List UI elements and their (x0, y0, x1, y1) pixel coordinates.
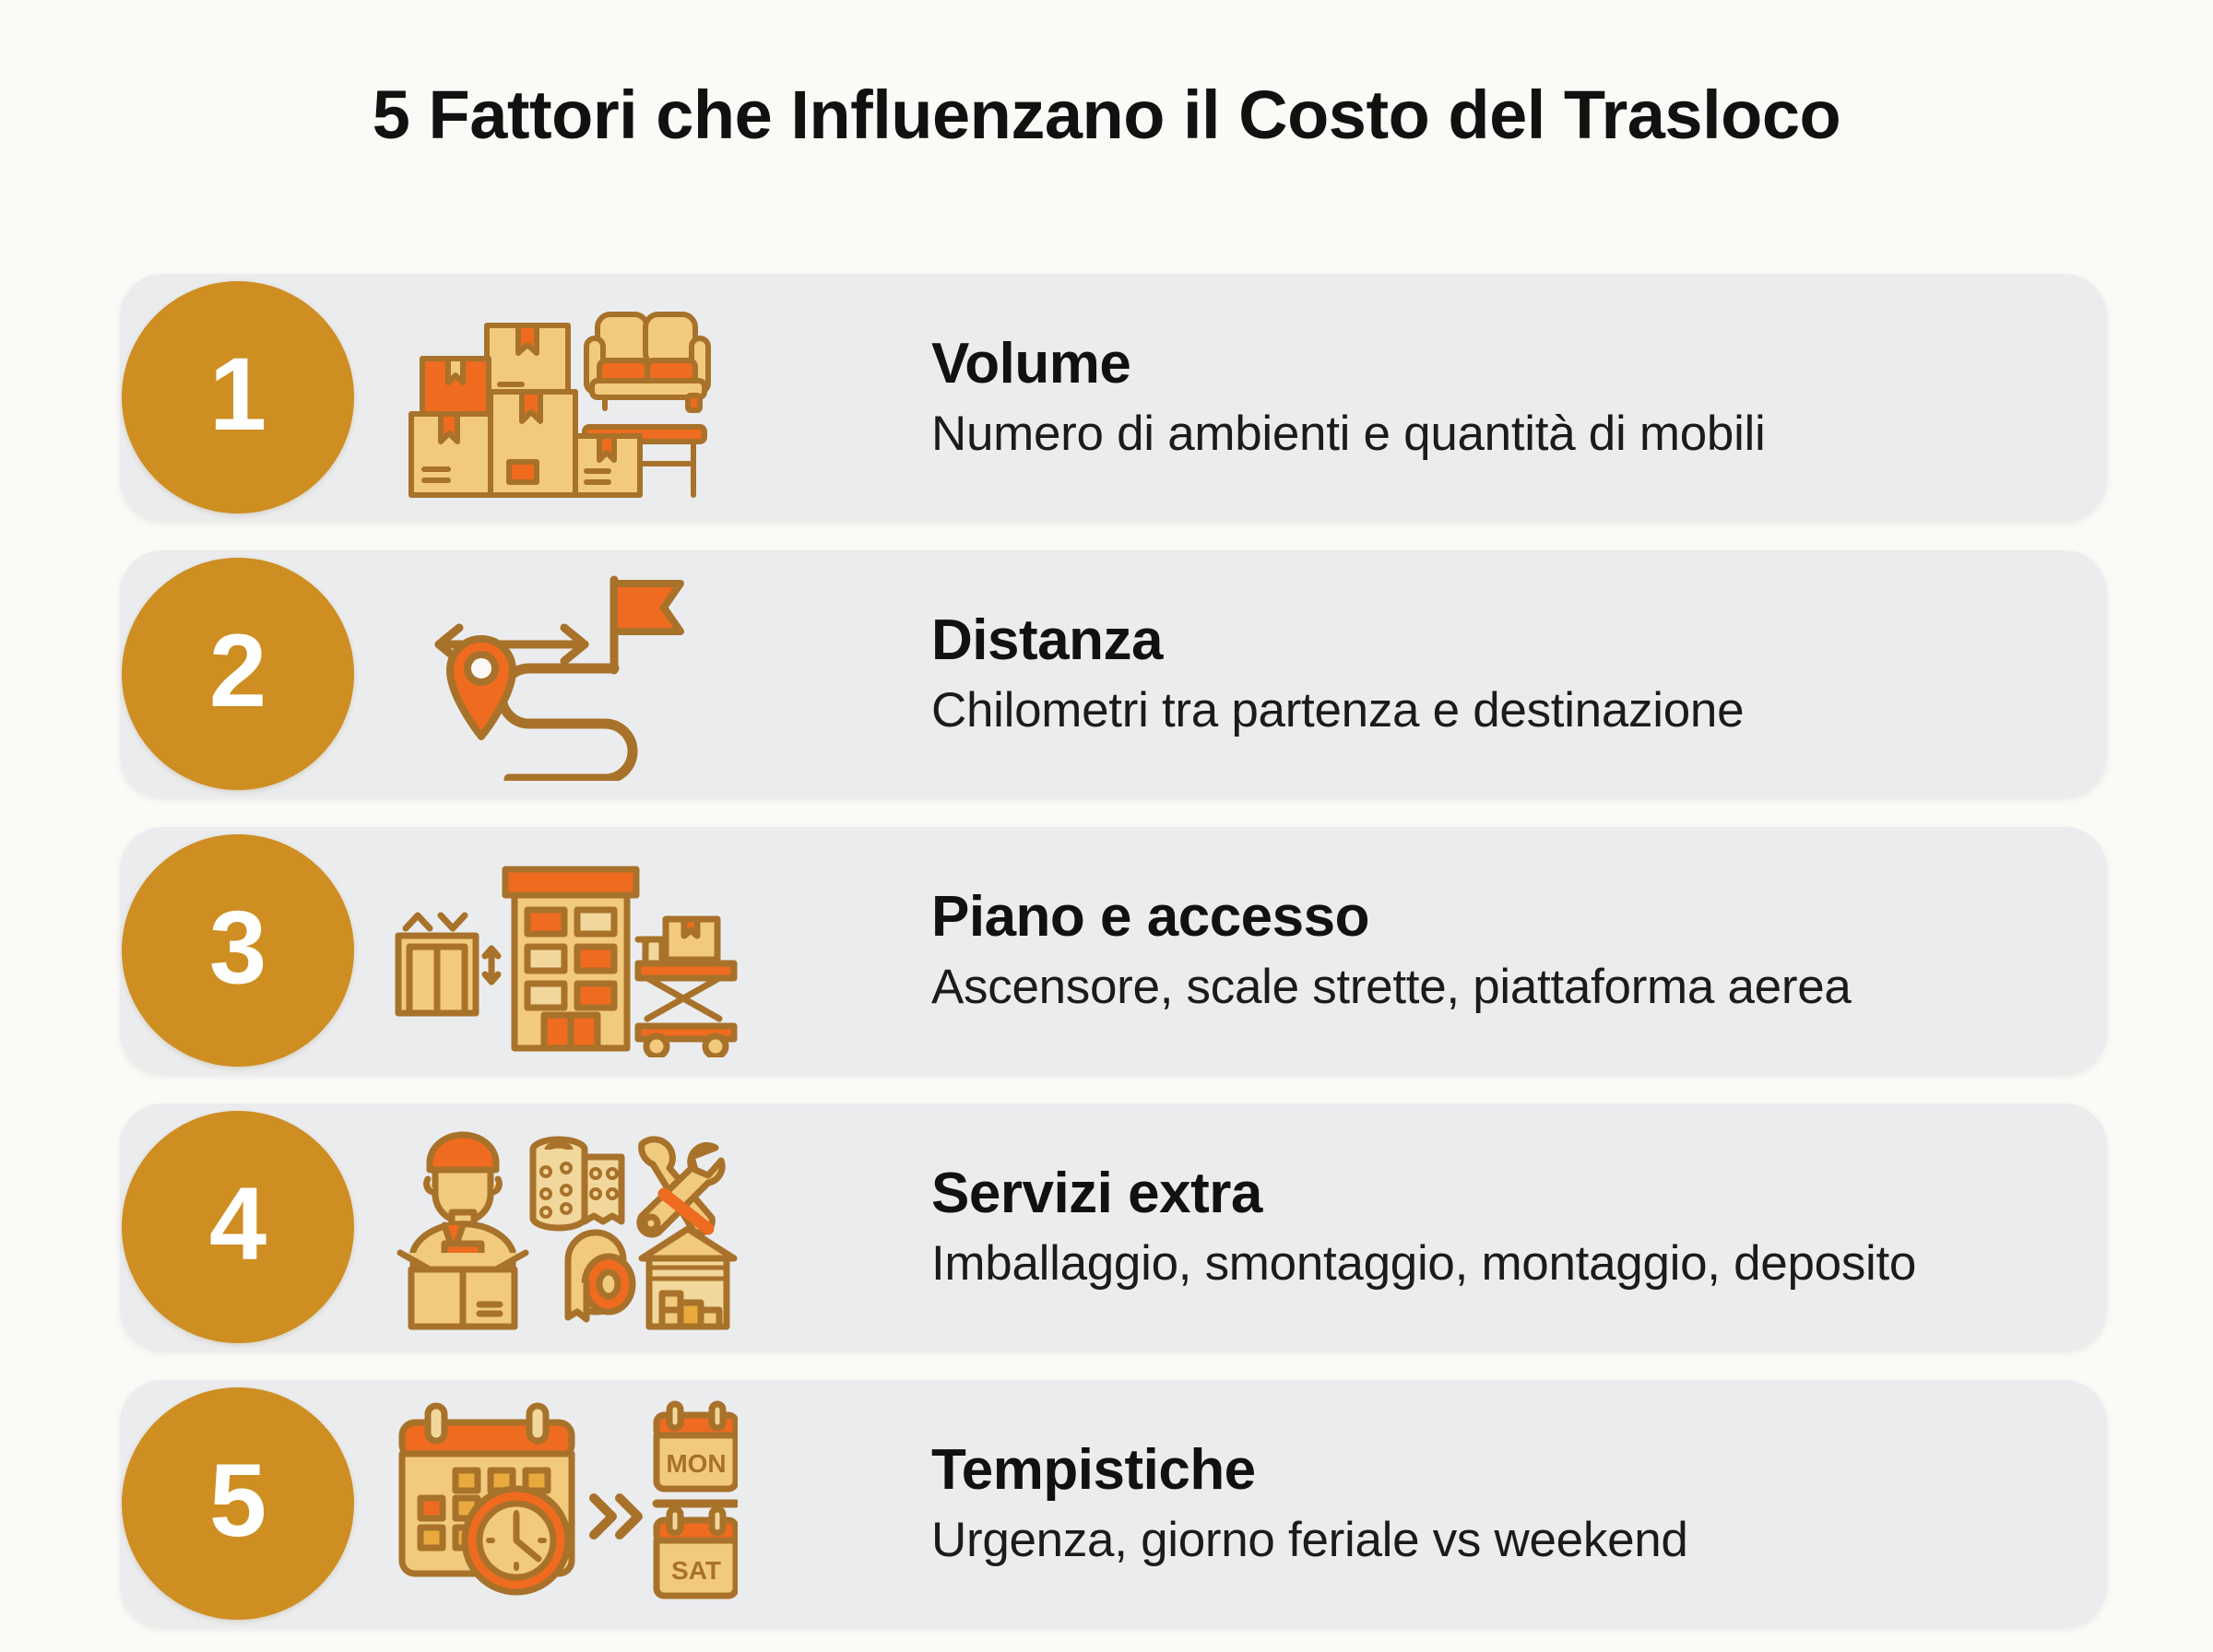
weekday-label: MON (666, 1449, 726, 1478)
weekend-label: SAT (671, 1556, 721, 1585)
factor-number-4: 4 (208, 1166, 267, 1281)
factor-number-badge-5: 5 (122, 1387, 354, 1620)
factor-number-1: 1 (208, 336, 267, 452)
factor-subtitle-1: Numero di ambienti e quantità di mobili (931, 406, 1766, 461)
worker-tools-warehouse-icon (387, 1120, 738, 1334)
factor-row-3[interactable]: 3 (120, 827, 2107, 1074)
factor-list: 1 (120, 274, 2107, 1627)
factor-number-badge-1: 1 (122, 281, 354, 513)
factor-text-3: Piano e accesso Ascensore, scale strette… (931, 884, 2070, 1014)
factor-text-2: Distanza Chilometri tra partenza e desti… (931, 608, 2070, 738)
factor-heading-2: Distanza (931, 608, 1163, 672)
factor-number-3: 3 (208, 890, 267, 1005)
factor-subtitle-4: Imballaggio, smontaggio, montaggio, depo… (931, 1235, 1917, 1291)
factor-subtitle-2: Chilometri tra partenza e destinazione (931, 682, 1745, 738)
factor-row-4[interactable]: 4 (120, 1103, 2107, 1351)
factor-heading-4: Servizi extra (931, 1161, 1262, 1225)
factor-row-5[interactable]: 5 (120, 1380, 2107, 1627)
boxes-sofa-table-icon (387, 290, 738, 504)
factor-text-4: Servizi extra Imballaggio, smontaggio, m… (931, 1161, 2070, 1291)
page-title: 5 Fattori che Influenzano il Costo del T… (372, 77, 1841, 153)
factor-text-1: Volume Numero di ambienti e quantità di … (931, 331, 2070, 461)
factor-heading-1: Volume (931, 331, 1131, 395)
factor-subtitle-3: Ascensore, scale strette, piattaforma ae… (931, 959, 1852, 1014)
elevator-building-lift-icon (387, 844, 738, 1057)
factor-number-badge-4: 4 (122, 1111, 354, 1343)
factor-subtitle-5: Urgenza, giorno feriale vs weekend (931, 1512, 1688, 1567)
factor-heading-3: Piano e accesso (931, 884, 1370, 949)
factor-number-5: 5 (208, 1443, 267, 1558)
factor-number-badge-3: 3 (122, 834, 354, 1067)
factor-row-1[interactable]: 1 (120, 274, 2107, 521)
factor-text-5: Tempistiche Urgenza, giorno feriale vs w… (931, 1437, 2070, 1567)
factor-number-badge-2: 2 (122, 558, 354, 790)
route-pin-flag-icon (387, 567, 738, 781)
factor-heading-5: Tempistiche (931, 1437, 1256, 1502)
calendar-clock-icon: MON SAT (387, 1397, 738, 1611)
factor-number-2: 2 (208, 613, 267, 728)
factor-row-2[interactable]: 2 (120, 550, 2107, 797)
